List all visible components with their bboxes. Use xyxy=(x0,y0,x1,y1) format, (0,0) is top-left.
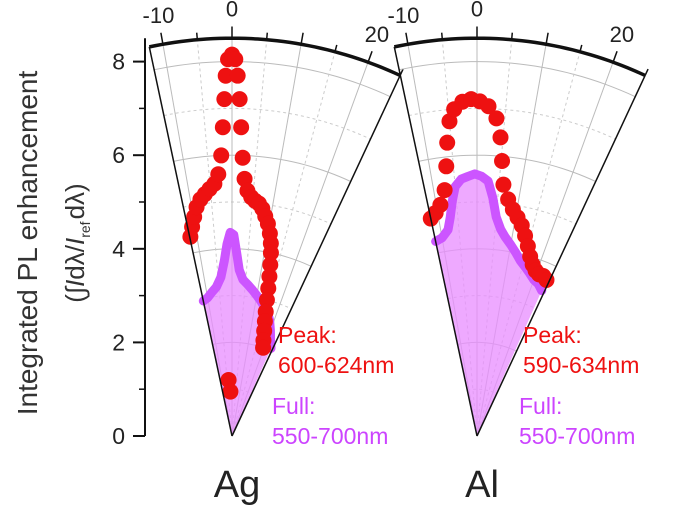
sector-edge-left xyxy=(393,46,478,437)
grid-arc xyxy=(173,154,351,182)
peak-series-point xyxy=(229,67,246,84)
panel-ag-frame xyxy=(148,36,401,437)
grid-arc xyxy=(192,248,312,267)
peak-series-point xyxy=(213,147,230,164)
full-series-area xyxy=(435,173,542,436)
angle-tick xyxy=(367,50,373,63)
panel-al-peak-title: Peak: xyxy=(523,322,582,348)
angle-tick xyxy=(510,32,514,40)
panel-ag: -10 0 20 Ag Peak: 600-624nm Full: 550-700n… xyxy=(143,0,404,506)
panel-al-frame xyxy=(393,36,646,437)
peak-series-point xyxy=(255,339,272,356)
y-axis-label: Integrated PL enhancement xyxy=(12,71,43,416)
panel-al-full-title: Full: xyxy=(519,393,562,419)
angle-tick xyxy=(579,44,583,52)
formula-integral: ∫ xyxy=(60,285,90,296)
radial-tick-label: 0 xyxy=(112,423,125,449)
panel-ag-peak-title: Peak: xyxy=(278,322,337,348)
angle-tick xyxy=(405,32,409,45)
angle-tick xyxy=(265,32,269,40)
formula-ref-subscript: ref xyxy=(77,221,93,237)
peak-series-point xyxy=(217,67,234,84)
formula-dlambda-2: dλ xyxy=(60,192,90,219)
peak-series-point xyxy=(258,292,275,309)
panel-al-peak-series xyxy=(422,91,555,288)
radial-tick-label: 6 xyxy=(112,142,125,168)
angle-tick-label: -10 xyxy=(143,3,175,28)
y-axis-label-formula: (∫Idλ/Irefdλ) xyxy=(60,183,93,302)
panel-ag-label: Ag xyxy=(214,464,260,506)
angle-tick xyxy=(300,32,304,45)
peak-series-point xyxy=(436,182,453,199)
radial-tick-label: 4 xyxy=(112,236,125,262)
sector-edge-right xyxy=(476,75,646,437)
panel-ag-full-title: Full: xyxy=(272,393,315,419)
peak-series-point xyxy=(216,91,233,108)
peak-series-point xyxy=(538,271,555,288)
radial-axis: 0 2 4 6 8 xyxy=(112,38,146,449)
peak-series-point xyxy=(480,98,497,115)
panel-ag-full-range: 550-700nm xyxy=(272,423,388,449)
grid-arc-minor xyxy=(183,201,332,225)
radial-tick-label: 8 xyxy=(112,49,125,75)
angle-tick xyxy=(160,32,164,45)
peak-series-point xyxy=(438,158,455,175)
angle-tick-label: 0 xyxy=(471,0,483,21)
peak-series-point xyxy=(231,91,248,108)
svg-text:(∫Idλ/Irefdλ): (∫Idλ/Irefdλ) xyxy=(60,183,93,302)
angle-tick-label: -10 xyxy=(388,3,420,28)
angle-tick xyxy=(195,32,199,40)
peak-series-point xyxy=(214,119,231,136)
radial-tick-label: 2 xyxy=(112,329,125,355)
panel-al-full-range: 550-700nm xyxy=(519,423,635,449)
formula-I-ref: I xyxy=(60,238,90,245)
peak-series-point xyxy=(488,110,505,127)
formula-open-paren: ( xyxy=(60,294,90,303)
panel-al: -10 0 20 Al Peak: 590-634nm Full: 550-700n… xyxy=(388,0,649,506)
grid-arc xyxy=(154,61,391,98)
peak-series-point xyxy=(262,244,279,261)
peak-series-point xyxy=(495,176,512,193)
peak-series-point xyxy=(234,149,251,166)
panel-ag-peak-range: 600-624nm xyxy=(278,352,394,378)
outer-arc xyxy=(393,36,646,78)
outer-arc xyxy=(148,36,401,78)
grid-arc-minor xyxy=(408,107,616,140)
panel-ag-angle-ticks: -10 0 20 xyxy=(143,0,404,76)
peak-series-point xyxy=(262,256,279,273)
formula-I: I xyxy=(60,280,90,287)
angle-tick-label: 0 xyxy=(226,0,238,21)
peak-series-point xyxy=(494,153,511,170)
peak-series-point xyxy=(233,119,250,136)
sector-edge-right xyxy=(231,75,401,437)
panel-al-label: Al xyxy=(465,464,499,506)
angle-tick xyxy=(545,32,549,45)
angle-tick-label: 20 xyxy=(610,22,634,47)
peak-series-point xyxy=(439,134,456,151)
formula-dlambda: dλ/ xyxy=(60,244,90,279)
angle-tick xyxy=(440,32,444,40)
angle-tick xyxy=(334,44,338,52)
grid-arc xyxy=(399,61,636,98)
angle-tick xyxy=(644,68,649,76)
peak-series-point xyxy=(432,196,449,213)
peak-series-point xyxy=(441,113,458,130)
peak-series-point xyxy=(260,280,277,297)
peak-series-point xyxy=(210,166,227,183)
peak-series-point xyxy=(222,383,239,400)
angle-tick-label: 20 xyxy=(365,22,389,47)
angle-tick xyxy=(612,50,618,63)
panel-al-peak-range: 590-634nm xyxy=(523,352,639,378)
peak-series-point xyxy=(492,129,509,146)
formula-close-paren: ) xyxy=(60,183,90,192)
sector-edge-left xyxy=(148,46,233,437)
panel-al-angle-ticks: -10 0 20 xyxy=(388,0,649,76)
grid-arc-minor xyxy=(163,107,371,140)
y-axis-label-line1: Integrated PL enhancement xyxy=(12,71,43,416)
peak-series-point xyxy=(261,268,278,285)
peak-series-point xyxy=(227,51,244,68)
